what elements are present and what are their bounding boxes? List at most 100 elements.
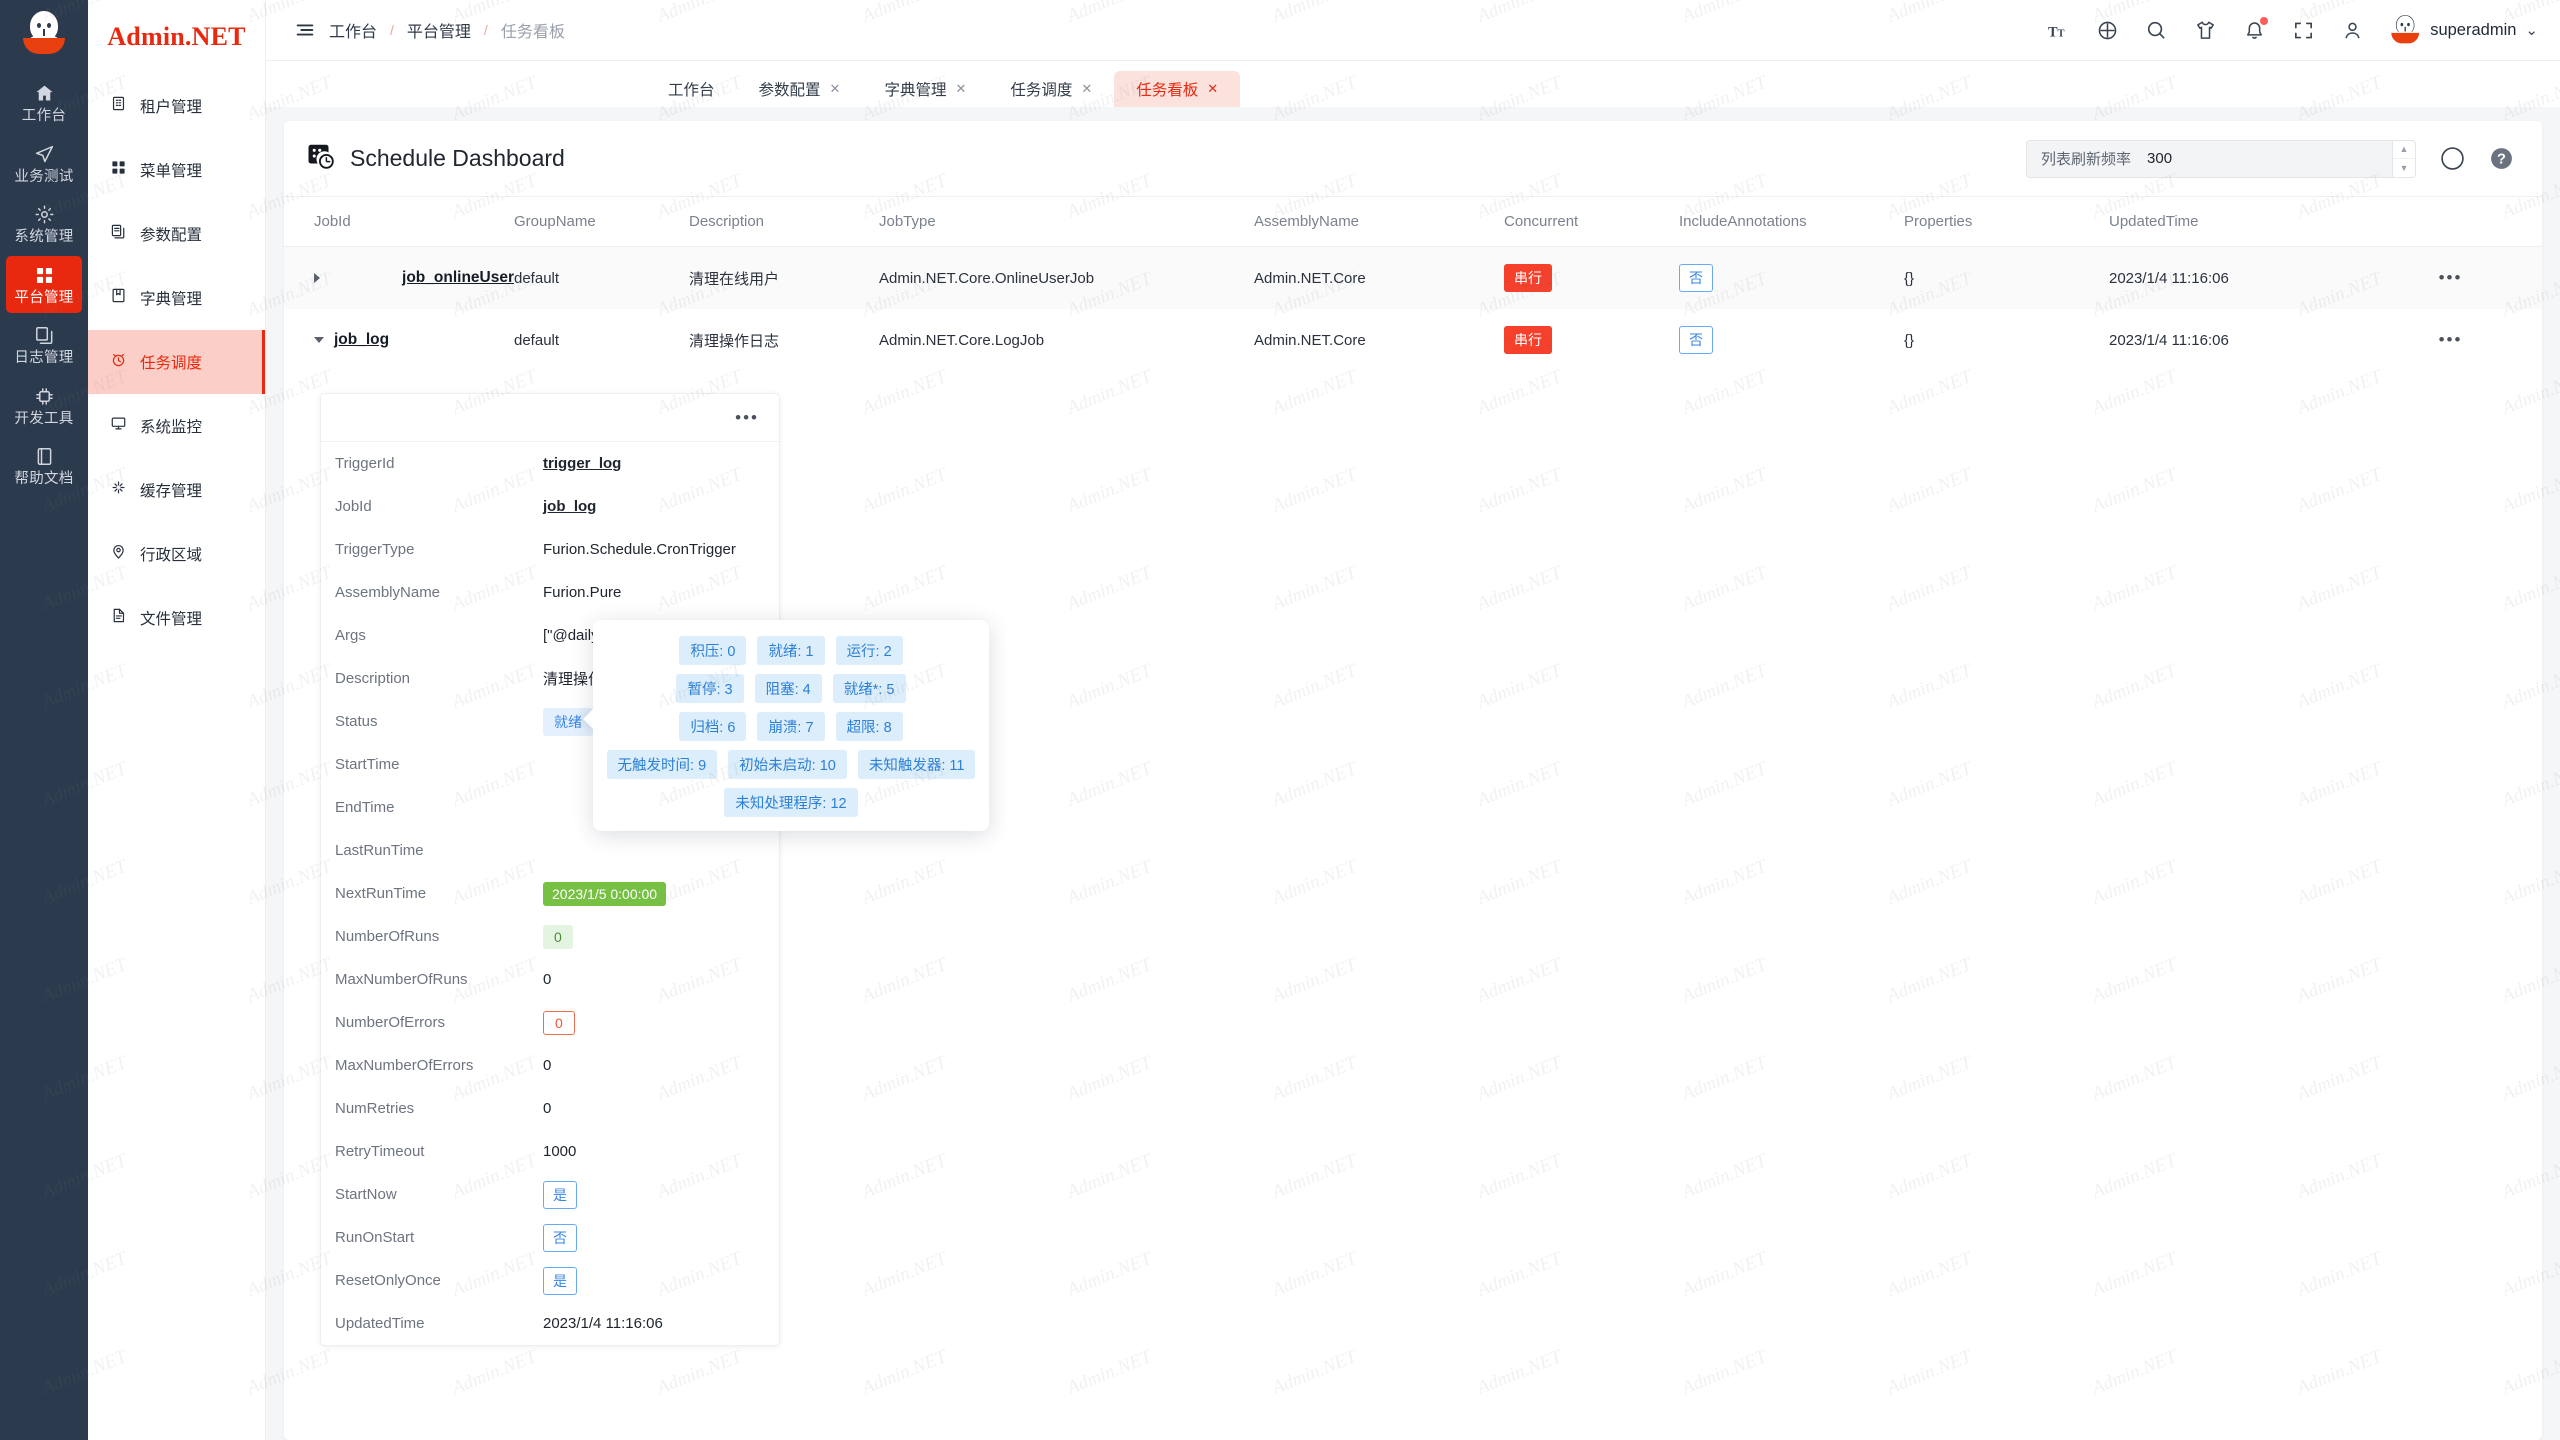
submenu-item-7[interactable]: 行政区域 — [88, 522, 265, 586]
detail-value-link[interactable]: job_log — [543, 498, 597, 515]
account-icon[interactable] — [2341, 19, 2364, 42]
fullscreen-icon[interactable] — [2292, 19, 2315, 42]
submenu-item-8[interactable]: 文件管理 — [88, 586, 265, 650]
sidebar-item-5[interactable]: 开发工具 — [6, 377, 82, 435]
search-icon[interactable] — [2145, 19, 2168, 42]
detail-value: 0 — [543, 1010, 575, 1035]
cell-description: 清理在线用户 — [689, 270, 780, 288]
close-icon[interactable]: ✕ — [1081, 81, 1093, 96]
tab-bar: 工作台 参数配置 ✕ 字典管理 ✕ 任务调度 ✕ 任务看板 ✕ — [266, 61, 2560, 107]
cell-actions: ••• — [2359, 247, 2542, 310]
row-more-actions-button[interactable]: ••• — [2438, 330, 2463, 349]
expanded-detail-region: ••• TriggerId trigger_log JobId job_log … — [284, 371, 2542, 1346]
detail-value: 0 — [543, 971, 552, 988]
status-legend-tag: 无触发时间: 9 — [606, 750, 718, 779]
submenu-item-label: 菜单管理 — [140, 163, 203, 180]
jobid-link[interactable]: job_log — [334, 331, 390, 348]
detail-row-MaxNumberOfErrors: MaxNumberOfErrors 0 — [321, 1044, 779, 1087]
app-logo[interactable] — [0, 0, 88, 74]
notification-bell-icon[interactable] — [2243, 16, 2269, 42]
status-legend-tag: 初始未启动: 10 — [728, 750, 847, 779]
row-more-actions-button[interactable]: ••• — [2438, 268, 2463, 287]
svg-text:T: T — [2058, 28, 2065, 39]
detail-value: ["@daily"] — [543, 627, 609, 644]
building-icon — [110, 95, 127, 117]
submenu-item-5[interactable]: 系统监控 — [88, 394, 265, 458]
refresh-frequency-value: 300 — [2147, 150, 2173, 167]
brand-title: Admin.NET — [107, 22, 246, 51]
detail-key: TriggerId — [335, 455, 395, 472]
submenu-item-label: 参数配置 — [140, 227, 203, 244]
table-row[interactable]: job_log default 清理操作日志 Admin.NET.Core.Lo… — [284, 309, 2542, 371]
stepper-down-icon[interactable]: ▼ — [2399, 162, 2409, 173]
detail-value: 就绪 — [543, 707, 593, 736]
expand-caret-icon[interactable] — [314, 337, 324, 343]
question-circle-icon[interactable]: ? — [2489, 146, 2514, 171]
hamburger-icon[interactable] — [294, 19, 316, 41]
theme-shirt-icon[interactable] — [2194, 19, 2217, 42]
submenu-item-1[interactable]: 菜单管理 — [88, 138, 265, 202]
submenu-item-2[interactable]: 参数配置 — [88, 202, 265, 266]
detail-more-actions-button[interactable]: ••• — [735, 407, 759, 427]
detail-value-link[interactable]: trigger_log — [543, 455, 622, 472]
detail-value-badge: 0 — [543, 1010, 575, 1035]
jobid-link[interactable]: job_onlineUser — [402, 269, 514, 286]
sidebar-item-6[interactable]: 帮助文档 — [6, 437, 82, 495]
cell-properties: {} — [1904, 331, 1915, 349]
tab-0[interactable]: 工作台 — [646, 71, 737, 107]
tab-1[interactable]: 参数配置 ✕ — [737, 71, 863, 107]
detail-row-RunOnStart: RunOnStart 否 — [321, 1216, 779, 1259]
detail-row-EndTime: EndTime — [321, 786, 779, 829]
sidebar-item-label: 工作台 — [21, 108, 67, 124]
detail-key: UpdatedTime — [335, 1315, 425, 1332]
send-icon — [34, 144, 55, 165]
sidebar-item-3[interactable]: 平台管理 — [6, 255, 82, 313]
submenu-item-label: 文件管理 — [140, 611, 203, 628]
tab-4[interactable]: 任务看板 ✕ — [1114, 71, 1241, 107]
close-icon[interactable]: ✕ — [829, 81, 841, 96]
jobs-table: JobId GroupName Description JobType Assembly… — [284, 197, 2542, 371]
moon-icon[interactable] — [2440, 146, 2465, 171]
close-icon[interactable]: ✕ — [1207, 81, 1219, 96]
cell-actions: ••• — [2359, 309, 2542, 371]
sidebar-item-2[interactable]: 系统管理 — [6, 195, 82, 253]
user-menu[interactable]: superadmin ⌄ — [2390, 14, 2538, 46]
cell-description: 清理操作日志 — [689, 332, 780, 350]
submenu-item-6[interactable]: 缓存管理 — [88, 458, 265, 522]
chevron-down-icon: ⌄ — [2525, 22, 2538, 39]
expand-caret-icon[interactable] — [314, 273, 392, 283]
sidebar-item-0[interactable]: 工作台 — [6, 74, 82, 132]
submenu-item-label: 行政区域 — [140, 547, 203, 564]
stepper-up-icon[interactable]: ▲ — [2393, 141, 2415, 159]
detail-key: MaxNumberOfErrors — [335, 1057, 474, 1074]
breadcrumb-item-1[interactable]: 平台管理 — [406, 24, 471, 41]
detail-value: 0 — [543, 1057, 552, 1074]
language-icon[interactable] — [2096, 19, 2119, 42]
svg-text:?: ? — [2497, 152, 2506, 168]
close-icon[interactable]: ✕ — [955, 81, 967, 96]
submenu-item-4[interactable]: 任务调度 — [88, 330, 265, 394]
detail-key: JobId — [335, 498, 372, 515]
detail-row-NumberOfErrors: NumberOfErrors 0 — [321, 1001, 779, 1044]
tab-2[interactable]: 字典管理 ✕ — [862, 71, 988, 107]
quantity-stepper[interactable]: ▲ ▼ — [2392, 139, 2416, 178]
submenu-item-0[interactable]: 租户管理 — [88, 74, 265, 138]
sidebar-item-4[interactable]: 日志管理 — [6, 316, 82, 374]
page-title: Schedule Dashboard — [350, 145, 565, 171]
detail-row-RetryTimeout: RetryTimeout 1000 — [321, 1130, 779, 1173]
sidebar-item-1[interactable]: 业务测试 — [6, 135, 82, 193]
status-legend-tag: 就绪*: 5 — [832, 674, 906, 703]
cell-jobtype: Admin.NET.Core.LogJob — [879, 331, 1045, 349]
submenu-item-label: 系统监控 — [140, 419, 203, 436]
popover-row-4: 未知处理程序: 12 — [607, 788, 975, 817]
breadcrumb-item-0[interactable]: 工作台 — [329, 24, 378, 41]
table-row[interactable]: job_onlineUser default 清理在线用户 Admin.NET.… — [284, 246, 2542, 310]
primary-sidebar: 工作台 业务测试 系统管理 平台管理 日志管理 开发工具 帮助文档 — [0, 0, 88, 1440]
tab-label: 参数配置 — [758, 82, 821, 99]
tab-3[interactable]: 任务调度 ✕ — [988, 71, 1114, 107]
sparkle-icon — [110, 479, 127, 501]
submenu-item-3[interactable]: 字典管理 — [88, 266, 265, 330]
refresh-frequency-input[interactable]: 列表刷新频率 300 — [2026, 139, 2392, 178]
